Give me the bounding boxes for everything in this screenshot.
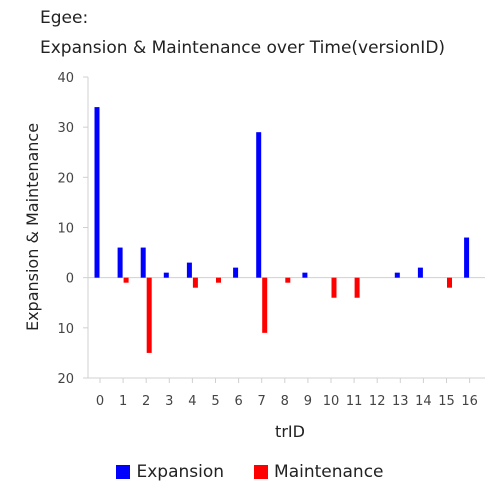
bar-maintenance xyxy=(192,277,198,288)
bars xyxy=(94,107,470,353)
x-tick-label: 16 xyxy=(461,394,478,409)
chart-subtitle: Expansion & Maintenance over Time(versio… xyxy=(40,38,446,58)
x-tick-label: 2 xyxy=(142,394,150,409)
legend-item-expansion[interactable]: Expansion xyxy=(116,462,224,482)
bar-maintenance xyxy=(216,277,221,283)
x-tick-label: 10 xyxy=(323,394,340,409)
x-tick-label: 12 xyxy=(369,394,386,409)
x-tick-label: 1 xyxy=(119,394,127,409)
bar-expansion xyxy=(186,262,192,278)
bar-expansion xyxy=(163,272,169,278)
y-tick-label: 10 xyxy=(57,222,74,237)
x-tick-label: 15 xyxy=(438,394,455,409)
bar-expansion xyxy=(464,237,470,278)
bar-maintenance xyxy=(262,277,268,333)
bar-expansion xyxy=(302,272,308,278)
y-tick-label: 20 xyxy=(57,171,74,186)
chart-title: Egee: xyxy=(40,8,89,28)
legend-swatch-maintenance xyxy=(254,465,269,479)
legend: Expansion Maintenance xyxy=(0,462,500,482)
bar-expansion xyxy=(117,247,123,278)
y-tick-label: 40 xyxy=(57,71,74,86)
x-tick-label: 6 xyxy=(234,394,242,409)
x-tick-label: 7 xyxy=(258,394,266,409)
bar-maintenance xyxy=(146,277,152,353)
x-tick-label: 9 xyxy=(304,394,312,409)
x-tick-label: 4 xyxy=(188,394,196,409)
y-tick-label: 30 xyxy=(57,121,74,136)
x-tick-label: 5 xyxy=(211,394,219,409)
bar-maintenance xyxy=(331,277,337,298)
bar-expansion xyxy=(256,132,262,278)
y-tick-label: 10 xyxy=(57,322,74,337)
y-tick-label: 20 xyxy=(57,372,74,387)
legend-label-expansion: Expansion xyxy=(136,462,225,482)
x-tick-label: 8 xyxy=(281,394,289,409)
legend-item-maintenance[interactable]: Maintenance xyxy=(254,462,384,482)
bar-expansion xyxy=(94,107,100,278)
bar-maintenance xyxy=(447,277,452,288)
bar-expansion xyxy=(140,247,146,278)
bar-expansion xyxy=(394,272,400,278)
legend-label-maintenance: Maintenance xyxy=(274,462,384,482)
x-axis-title: trID xyxy=(275,422,305,441)
bar-expansion xyxy=(417,267,423,278)
bar-maintenance xyxy=(123,277,129,283)
legend-swatch-expansion xyxy=(116,465,131,479)
x-tick-label: 13 xyxy=(392,394,409,409)
bar-maintenance xyxy=(285,277,291,283)
x-tick-label: 3 xyxy=(165,394,173,409)
bar-maintenance xyxy=(354,277,360,298)
x-tick-label: 14 xyxy=(415,394,432,409)
bar-expansion xyxy=(233,267,239,278)
x-tick-label: 11 xyxy=(346,394,363,409)
y-axis-title: Expansion & Maintenance xyxy=(23,123,42,331)
y-tick-label: 0 xyxy=(66,272,74,287)
x-tick-label: 0 xyxy=(96,394,104,409)
